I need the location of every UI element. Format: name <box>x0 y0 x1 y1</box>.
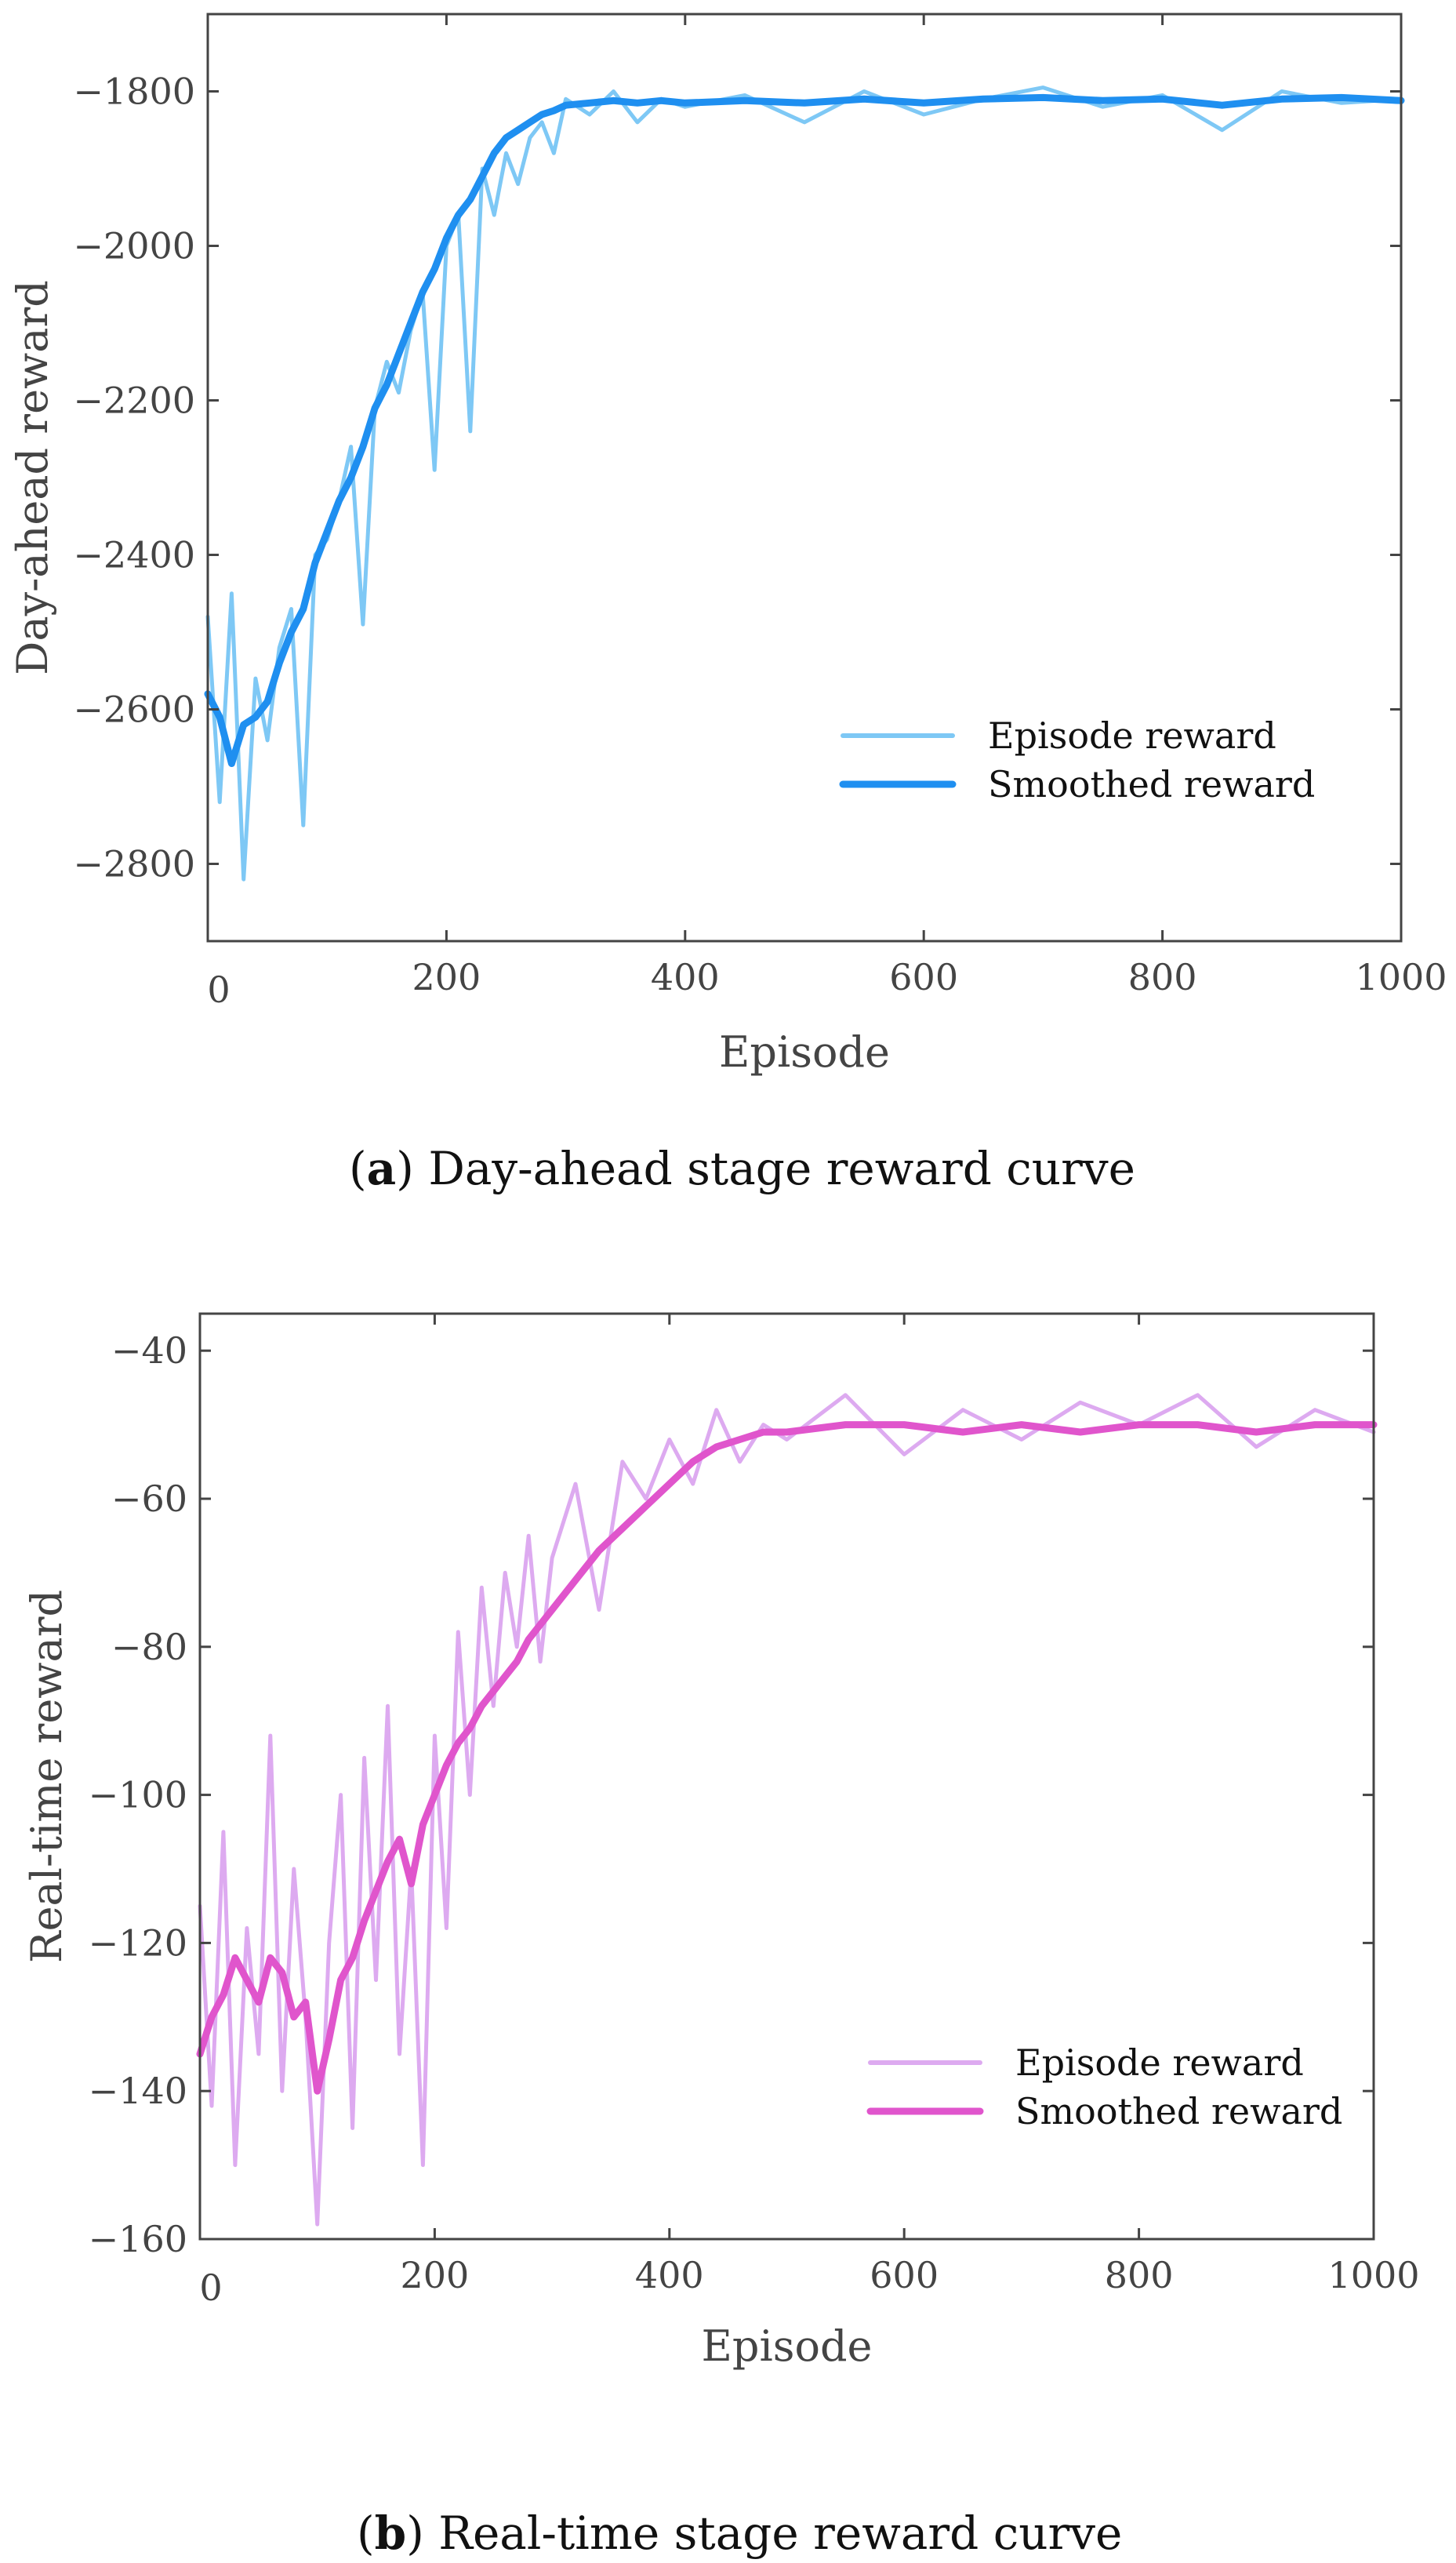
x-tick-label: 0 <box>199 2267 222 2309</box>
y-tick-label: −140 <box>89 2070 187 2112</box>
x-tick-label: 0 <box>207 969 230 1011</box>
x-tick-label: 600 <box>889 956 958 998</box>
x-tick-label: 400 <box>651 956 720 998</box>
series-episode-reward-line <box>198 1393 1376 2227</box>
x-tick-label: 800 <box>1105 2254 1174 2296</box>
caption-a: (a) Day-ahead stage reward curve <box>349 1142 1135 1195</box>
x-axis-label: Episode <box>701 2321 872 2371</box>
x-tick-label: 600 <box>870 2254 939 2296</box>
plot-frame <box>206 13 1403 943</box>
x-tick-label: 200 <box>400 2254 469 2296</box>
series-smoothed-reward-line <box>204 93 1405 767</box>
series-episode-reward-line <box>205 85 1403 882</box>
caption-b-text: Real-time stage reward curve <box>438 2507 1122 2560</box>
y-tick-label: −2800 <box>73 843 195 885</box>
x-tick-label: 800 <box>1128 956 1197 998</box>
caption-b-tag: b <box>375 2507 407 2560</box>
y-tick-label: −2200 <box>73 380 195 422</box>
x-tick-label: 1000 <box>1355 956 1447 998</box>
legend-label-episode-reward: Episode reward <box>988 714 1276 757</box>
x-tick-label: 400 <box>635 2254 704 2296</box>
caption-a-tag: a <box>367 1142 397 1195</box>
y-tick-label: −1800 <box>73 71 195 113</box>
x-tick-label: 1000 <box>1327 2254 1419 2296</box>
y-axis-label: Real-time reward <box>22 1590 71 1963</box>
y-tick-label: −120 <box>89 1921 187 1964</box>
y-tick-label: −100 <box>89 1774 187 1816</box>
legend-label-smoothed-reward: Smoothed reward <box>988 763 1315 805</box>
y-tick-label: −2000 <box>73 225 195 267</box>
y-axis-label: Day-ahead reward <box>8 280 57 675</box>
y-tick-label: −60 <box>111 1478 187 1520</box>
series-smoothed-reward-line <box>196 1421 1378 2095</box>
caption-a-text: Day-ahead stage reward curve <box>428 1142 1135 1195</box>
x-tick-label: 200 <box>412 956 481 998</box>
chart-real-time: 0 200 400 600 800 1000 −160 −140 −120 −100 −80 −60 −… <box>22 1312 1420 2371</box>
y-tick-label: −2600 <box>73 689 195 731</box>
legend-label-episode-reward: Episode reward <box>1015 2041 1304 2084</box>
y-tick-label: −80 <box>111 1626 187 1668</box>
chart-day-ahead: 0 200 400 600 800 1000 −2800 −2600 −2400 −2200 −20… <box>8 13 1447 1077</box>
legend-label-smoothed-reward: Smoothed reward <box>1015 2090 1342 2132</box>
y-tick-label: −160 <box>89 2218 187 2260</box>
y-tick-label: −2400 <box>73 534 195 576</box>
plot-frame <box>198 1312 1375 2241</box>
y-tick-label: −40 <box>111 1329 187 1372</box>
x-axis-label: Episode <box>719 1027 890 1077</box>
caption-b: (b) Real-time stage reward curve <box>357 2507 1122 2560</box>
